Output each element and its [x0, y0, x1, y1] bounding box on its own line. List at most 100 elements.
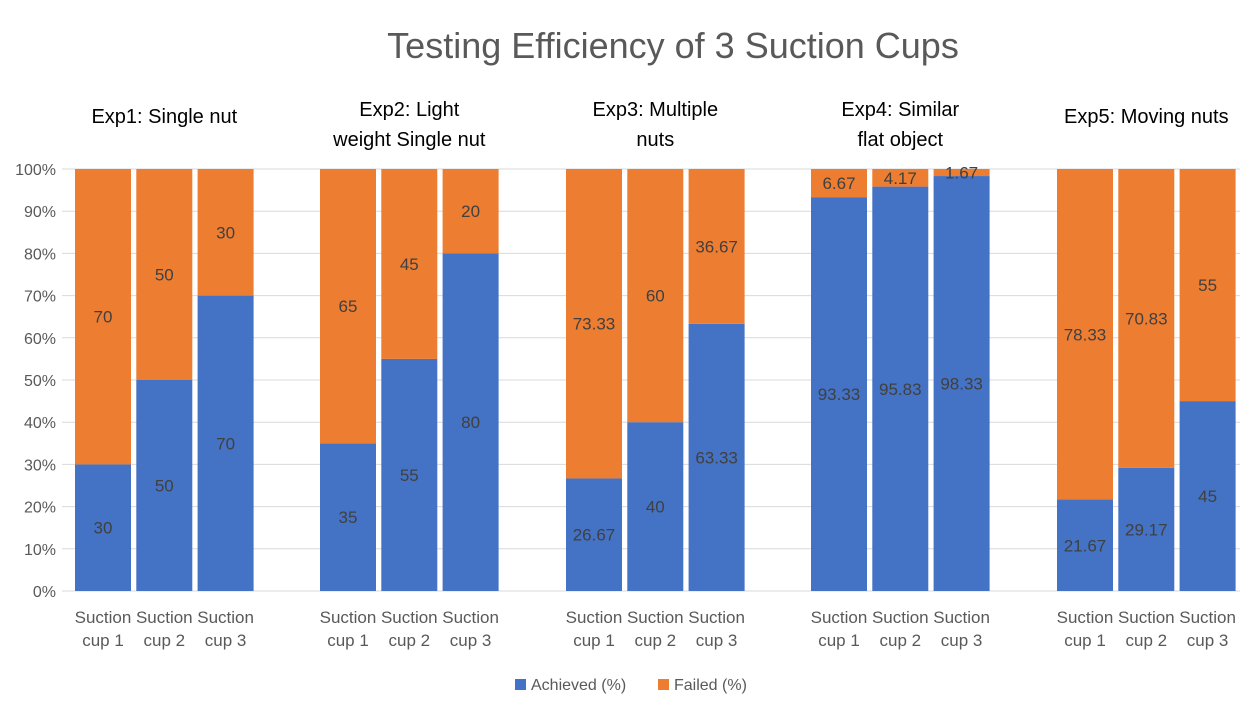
bar-failed [442, 169, 499, 254]
category-label: Suction cup 2 [381, 608, 438, 650]
group-label: Exp1: Single nut [91, 106, 237, 128]
category-label: Suction cup 3 [1179, 608, 1236, 650]
y-tick-label: 70% [24, 289, 56, 306]
data-label: 1.67 [945, 164, 978, 183]
legend: Achieved (%) Failed (%) [515, 677, 747, 694]
legend-label-failed: Failed (%) [674, 677, 747, 694]
bar-achieved [933, 176, 990, 591]
data-label: 63.33 [695, 448, 738, 467]
bar-achieved [1118, 467, 1175, 591]
legend-swatch-failed [658, 679, 669, 690]
bar-failed [933, 169, 990, 177]
bar-achieved [627, 422, 684, 591]
bar-achieved [75, 464, 131, 591]
y-tick-label: 10% [24, 542, 56, 559]
data-label: 73.33 [573, 315, 616, 334]
bar-achieved [381, 358, 438, 591]
bar-achieved [1057, 499, 1113, 591]
category-label: Suction cup 2 [872, 608, 929, 650]
data-label: 50 [155, 266, 174, 285]
bar-achieved [872, 186, 929, 591]
experiment-group: Exp4: Similar flat object 93.33 6.67 Suction… [811, 99, 990, 650]
experiment-group: Exp5: Moving nuts 21.67 78.33 Suction cup 1 2… [1057, 106, 1236, 650]
data-label: 30 [216, 223, 235, 242]
data-label: 4.17 [884, 169, 917, 188]
data-label: 30 [94, 519, 113, 538]
category-label: Suction cup 2 [627, 608, 684, 650]
bar-achieved [1179, 401, 1236, 591]
bar-failed [136, 169, 193, 380]
experiment-group: Exp1: Single nut 30 70 Suction cup 1 50 50 Suct… [75, 106, 254, 650]
data-label: 40 [646, 498, 665, 517]
bar-failed [1179, 169, 1236, 402]
bar-failed [197, 169, 254, 296]
category-label: Suction cup 1 [75, 608, 132, 650]
category-label: Suction cup 3 [933, 608, 990, 650]
bar-achieved [688, 323, 745, 591]
data-label: 70 [216, 434, 235, 453]
bar-failed [688, 169, 745, 324]
category-label: Suction cup 1 [1057, 608, 1114, 650]
data-label: 70 [94, 308, 113, 327]
group-label: Exp4: Similar flat object [841, 99, 959, 151]
group-label: Exp3: Multiple nuts [592, 99, 718, 151]
bar-failed [381, 169, 438, 359]
bar-achieved [136, 380, 193, 591]
data-label: 55 [400, 466, 419, 485]
y-tick-label: 0% [33, 584, 56, 601]
data-label: 93.33 [818, 385, 861, 404]
data-label: 6.67 [822, 174, 855, 193]
bar-achieved [811, 197, 867, 591]
data-label: 36.67 [695, 237, 738, 256]
bar-failed [811, 169, 867, 198]
bar-failed [627, 169, 684, 423]
y-tick-label: 30% [24, 457, 56, 474]
bar-achieved [320, 443, 376, 591]
y-tick-label: 60% [24, 331, 56, 348]
legend-label-achieved: Achieved (%) [531, 677, 626, 694]
y-tick-label: 80% [24, 246, 56, 263]
group-label: Exp2: Light weight Single nut [332, 99, 486, 151]
data-label: 98.33 [940, 375, 983, 394]
experiment-group: Exp3: Multiple nuts 26.67 73.33 Suction cup 1… [566, 99, 745, 650]
data-label: 45 [400, 255, 419, 274]
bar-failed [75, 169, 131, 465]
data-label: 20 [461, 202, 480, 221]
bar-achieved [566, 478, 622, 591]
experiment-groups: Exp1: Single nut 30 70 Suction cup 1 50 50 Suct… [75, 99, 1236, 650]
category-label: Suction cup 1 [320, 608, 377, 650]
bar-failed [872, 169, 929, 187]
category-label: Suction cup 2 [136, 608, 193, 650]
y-tick-label: 90% [24, 204, 56, 221]
data-label: 95.83 [879, 380, 922, 399]
group-label: Exp5: Moving nuts [1064, 106, 1229, 128]
data-label: 45 [1198, 487, 1217, 506]
category-label: Suction cup 2 [1118, 608, 1175, 650]
data-label: 35 [339, 508, 358, 527]
chart-title: Testing Efficiency of 3 Suction Cups [387, 25, 959, 66]
y-axis: 0% 10% 20% 30% 40% 50% 60% 70% 80% 90% 100% [15, 162, 56, 601]
data-label: 78.33 [1064, 325, 1107, 344]
experiment-group: Exp2: Light weight Single nut 35 65 Suction c… [320, 99, 499, 650]
data-label: 21.67 [1064, 536, 1107, 555]
bar-failed [320, 169, 376, 444]
y-tick-label: 40% [24, 415, 56, 432]
bar-achieved [442, 253, 499, 591]
bar-failed [1057, 169, 1113, 500]
data-label: 70.83 [1125, 309, 1168, 328]
category-label: Suction cup 3 [442, 608, 499, 650]
data-label: 55 [1198, 276, 1217, 295]
category-label: Suction cup 3 [688, 608, 745, 650]
data-label: 80 [461, 413, 480, 432]
legend-swatch-achieved [515, 679, 526, 690]
bar-failed [566, 169, 622, 479]
category-label: Suction cup 3 [197, 608, 254, 650]
bar-achieved [197, 295, 254, 591]
data-label: 60 [646, 287, 665, 306]
data-label: 29.17 [1125, 520, 1168, 539]
bar-failed [1118, 169, 1175, 468]
data-label: 65 [339, 297, 358, 316]
y-tick-label: 100% [15, 162, 56, 179]
category-label: Suction cup 1 [566, 608, 623, 650]
